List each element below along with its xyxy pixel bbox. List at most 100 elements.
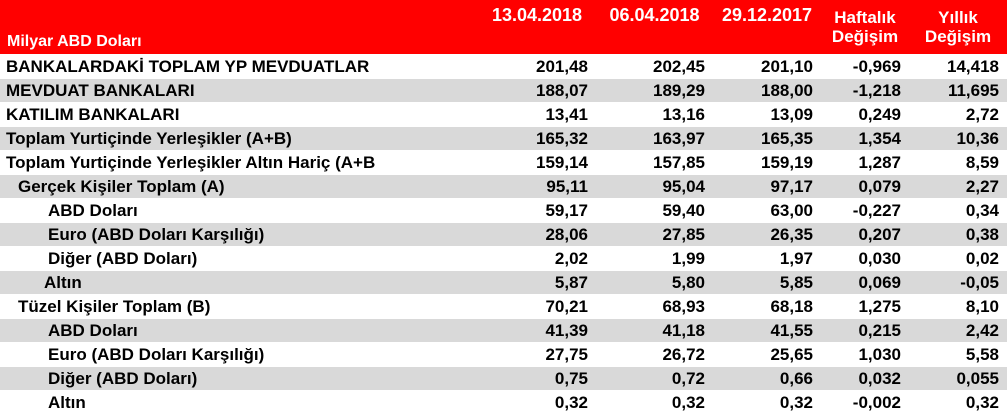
row-label: Gerçek Kişiler Toplam (A) xyxy=(0,175,478,199)
cell-value: 189,29 xyxy=(596,79,713,103)
cell-value: 97,17 xyxy=(713,175,821,199)
cell-value: 95,04 xyxy=(596,175,713,199)
cell-value: 8,59 xyxy=(909,151,1007,175)
row-label: ABD Doları xyxy=(0,199,478,223)
cell-value: 0,32 xyxy=(596,391,713,414)
cell-value: 26,35 xyxy=(713,223,821,247)
cell-value: 0,32 xyxy=(713,391,821,414)
cell-value: 13,16 xyxy=(596,103,713,127)
weekly-change-line2: Değişim xyxy=(832,27,898,46)
cell-value: 59,40 xyxy=(596,199,713,223)
cell-value: 0,32 xyxy=(909,391,1007,414)
cell-value: 70,21 xyxy=(478,295,596,319)
cell-value: 1,99 xyxy=(596,247,713,271)
cell-value: 25,65 xyxy=(713,343,821,367)
cell-value: 2,02 xyxy=(478,247,596,271)
cell-value: 5,58 xyxy=(909,343,1007,367)
cell-value: 2,27 xyxy=(909,175,1007,199)
row-label: Tüzel Kişiler Toplam (B) xyxy=(0,295,478,319)
cell-value: 13,41 xyxy=(478,103,596,127)
row-label: Altın xyxy=(0,271,478,295)
table-row: Altın 0,32 0,32 0,32 -0,002 0,32 xyxy=(0,391,1007,414)
cell-value: 157,85 xyxy=(596,151,713,175)
cell-value: 163,97 xyxy=(596,127,713,151)
cell-value: 0,207 xyxy=(821,223,909,247)
yearly-change-line2: Değişim xyxy=(925,27,991,46)
cell-value: -0,227 xyxy=(821,199,909,223)
cell-value: 0,38 xyxy=(909,223,1007,247)
row-label: ABD Doları xyxy=(0,319,478,343)
cell-value: 41,55 xyxy=(713,319,821,343)
cell-value: 2,42 xyxy=(909,319,1007,343)
row-label: Diğer (ABD Doları) xyxy=(0,247,478,271)
cell-value: 0,069 xyxy=(821,271,909,295)
table-row: BANKALARDAKİ TOPLAM YP MEVDUATLAR 201,48… xyxy=(0,55,1007,79)
header-row: Milyar ABD Doları 13.04.2018 06.04.2018 … xyxy=(0,0,1007,55)
cell-value: 10,36 xyxy=(909,127,1007,151)
cell-value: 8,10 xyxy=(909,295,1007,319)
cell-value: -0,969 xyxy=(821,55,909,79)
cell-value: 188,00 xyxy=(713,79,821,103)
table-row: Diğer (ABD Doları) 2,02 1,99 1,97 0,030 … xyxy=(0,247,1007,271)
table-body: BANKALARDAKİ TOPLAM YP MEVDUATLAR 201,48… xyxy=(0,55,1007,414)
cell-value: 201,10 xyxy=(713,55,821,79)
cell-value: 0,72 xyxy=(596,367,713,391)
cell-value: 0,030 xyxy=(821,247,909,271)
cell-value: 0,32 xyxy=(478,391,596,414)
cell-value: 68,18 xyxy=(713,295,821,319)
cell-value: 5,85 xyxy=(713,271,821,295)
row-label: Altın xyxy=(0,391,478,414)
cell-value: 68,93 xyxy=(596,295,713,319)
cell-value: 202,45 xyxy=(596,55,713,79)
row-label: Diğer (ABD Doları) xyxy=(0,367,478,391)
table-row: Euro (ABD Doları Karşılığı) 28,06 27,85 … xyxy=(0,223,1007,247)
cell-value: 165,32 xyxy=(478,127,596,151)
cell-value: 159,19 xyxy=(713,151,821,175)
cell-value: 95,11 xyxy=(478,175,596,199)
cell-value: 26,72 xyxy=(596,343,713,367)
row-label: Toplam Yurtiçinde Yerleşikler (A+B) xyxy=(0,127,478,151)
table-row: ABD Doları 41,39 41,18 41,55 0,215 2,42 xyxy=(0,319,1007,343)
table-header: Milyar ABD Doları 13.04.2018 06.04.2018 … xyxy=(0,0,1007,55)
unit-label: Milyar ABD Doları xyxy=(0,0,478,55)
cell-value: 1,030 xyxy=(821,343,909,367)
cell-value: 5,87 xyxy=(478,271,596,295)
cell-value: 63,00 xyxy=(713,199,821,223)
cell-value: 0,055 xyxy=(909,367,1007,391)
cell-value: 59,17 xyxy=(478,199,596,223)
table-row: Gerçek Kişiler Toplam (A) 95,11 95,04 97… xyxy=(0,175,1007,199)
date-column-2: 06.04.2018 xyxy=(596,0,713,55)
cell-value: 0,34 xyxy=(909,199,1007,223)
table-row: Diğer (ABD Doları) 0,75 0,72 0,66 0,032 … xyxy=(0,367,1007,391)
cell-value: 41,18 xyxy=(596,319,713,343)
cell-value: 11,695 xyxy=(909,79,1007,103)
date-column-3: 29.12.2017 xyxy=(713,0,821,55)
cell-value: 1,354 xyxy=(821,127,909,151)
cell-value: 0,66 xyxy=(713,367,821,391)
cell-value: 27,85 xyxy=(596,223,713,247)
cell-value: -0,05 xyxy=(909,271,1007,295)
table-row: MEVDUAT BANKALARI 188,07 189,29 188,00 -… xyxy=(0,79,1007,103)
table-row: Toplam Yurtiçinde Yerleşikler Altın Hari… xyxy=(0,151,1007,175)
cell-value: 41,39 xyxy=(478,319,596,343)
cell-value: 28,06 xyxy=(478,223,596,247)
cell-value: 165,35 xyxy=(713,127,821,151)
cell-value: 201,48 xyxy=(478,55,596,79)
row-label: Toplam Yurtiçinde Yerleşikler Altın Hari… xyxy=(0,151,478,175)
row-label: MEVDUAT BANKALARI xyxy=(0,79,478,103)
table-row: Tüzel Kişiler Toplam (B) 70,21 68,93 68,… xyxy=(0,295,1007,319)
cell-value: 188,07 xyxy=(478,79,596,103)
row-label: Euro (ABD Doları Karşılığı) xyxy=(0,223,478,247)
cell-value: 27,75 xyxy=(478,343,596,367)
cell-value: 0,215 xyxy=(821,319,909,343)
cell-value: 1,275 xyxy=(821,295,909,319)
cell-value: 13,09 xyxy=(713,103,821,127)
cell-value: 2,72 xyxy=(909,103,1007,127)
row-label: Euro (ABD Doları Karşılığı) xyxy=(0,343,478,367)
cell-value: 5,80 xyxy=(596,271,713,295)
table-row: ABD Doları 59,17 59,40 63,00 -0,227 0,34 xyxy=(0,199,1007,223)
yearly-change-line1: Yıllık xyxy=(938,8,978,27)
cell-value: 0,75 xyxy=(478,367,596,391)
